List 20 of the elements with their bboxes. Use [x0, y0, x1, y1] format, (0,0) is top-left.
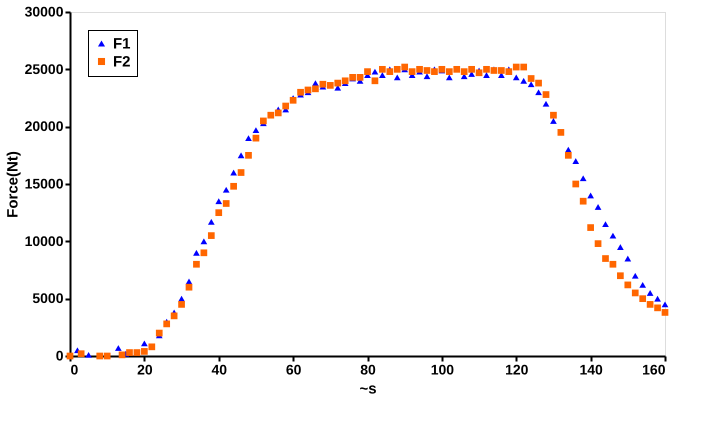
- x-axis-title: ~s: [359, 380, 377, 398]
- y-tick-label: 15000: [24, 176, 64, 192]
- x-tick-label: 120: [505, 362, 529, 378]
- y-tick-label: 25000: [24, 60, 64, 77]
- y-tick-label: 20000: [24, 118, 64, 134]
- x-tick-label: 140: [579, 362, 604, 378]
- x-tick-label: 100: [430, 362, 454, 378]
- y-axis-title: Force(Nt): [4, 151, 22, 218]
- x-tick-label: 20: [137, 362, 153, 378]
- legend-label: F2: [113, 54, 131, 70]
- y-tick-label: 5000: [32, 290, 64, 306]
- x-tick-label: 80: [360, 362, 376, 378]
- y-tick-label: 10000: [24, 232, 64, 249]
- x-tick-label: 0: [70, 362, 78, 378]
- x-tick-label: 40: [211, 362, 228, 378]
- y-tick-label: 0: [56, 348, 64, 364]
- legend-label: F1: [113, 36, 131, 52]
- y-tick-label: 30000: [24, 4, 64, 20]
- x-tick-label: 160: [642, 362, 666, 378]
- x-tick-label: 60: [286, 362, 302, 378]
